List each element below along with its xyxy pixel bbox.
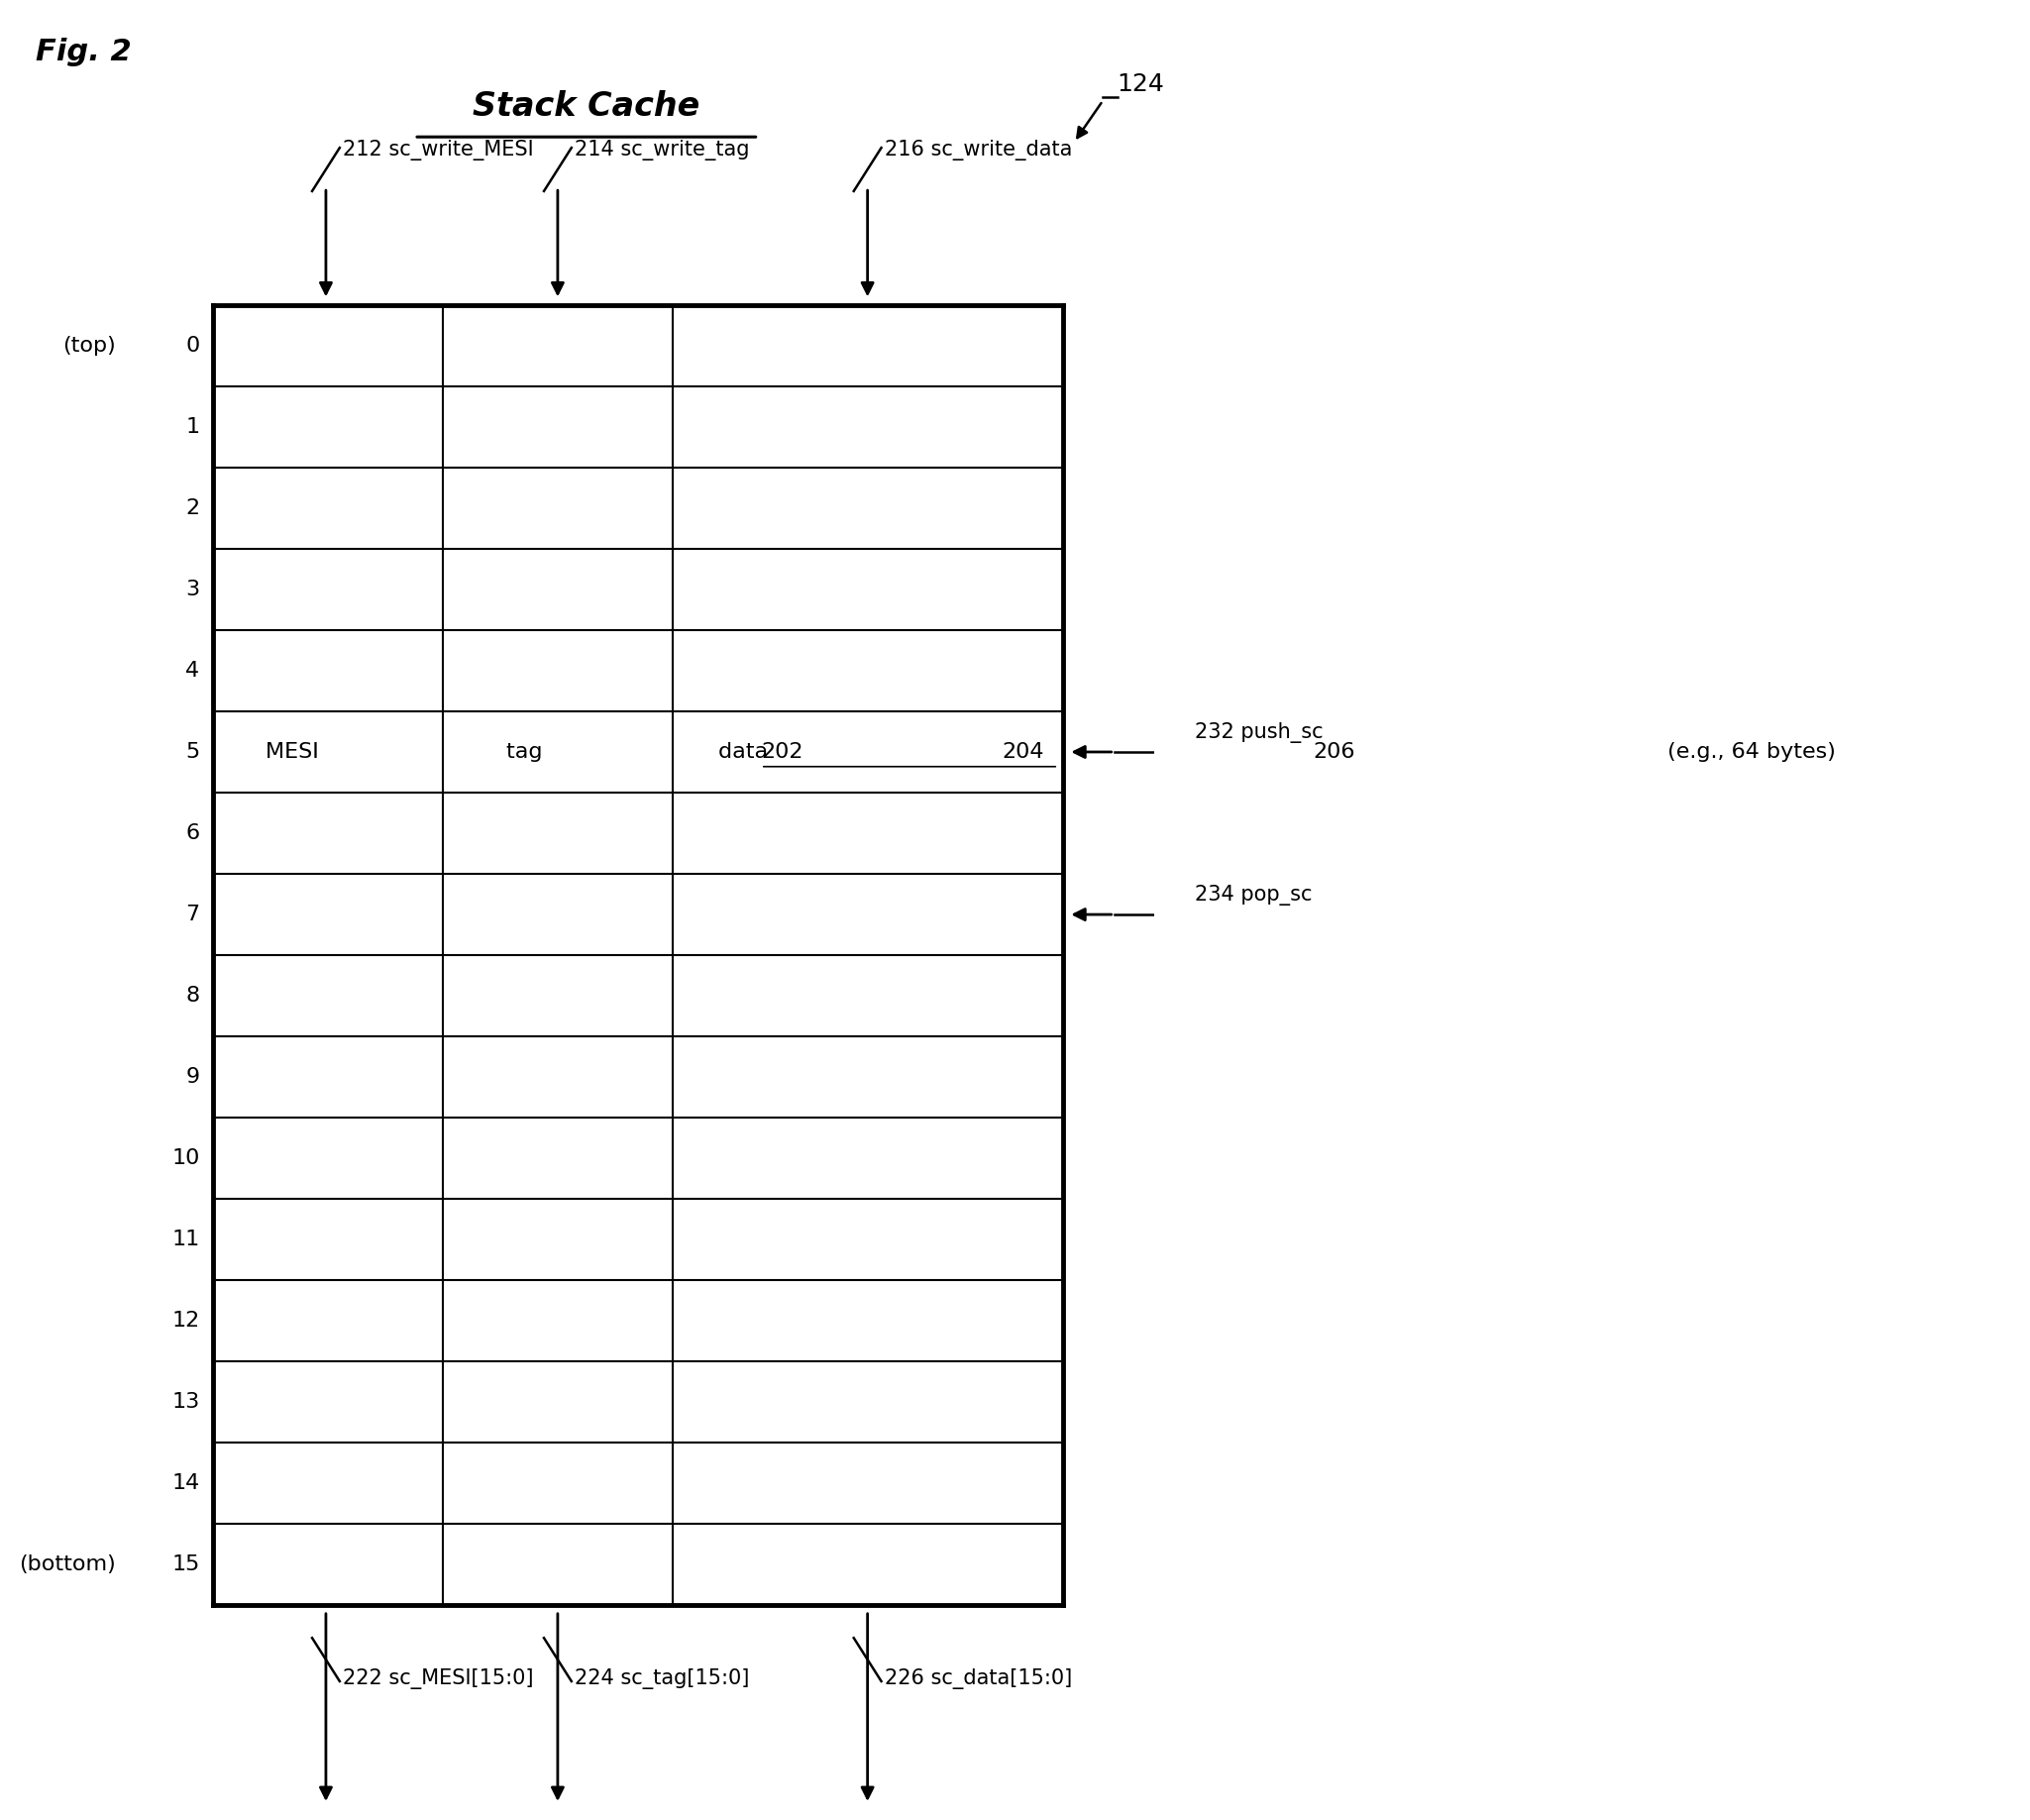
Text: 9: 9 xyxy=(185,1067,199,1087)
Text: 3: 3 xyxy=(185,579,199,599)
Text: 204: 204 xyxy=(1001,743,1043,763)
Text: (e.g., 64 bytes): (e.g., 64 bytes) xyxy=(1661,743,1835,763)
Text: 7: 7 xyxy=(185,905,199,925)
Text: 226 sc_data[15:0]: 226 sc_data[15:0] xyxy=(885,1669,1072,1689)
Text: 232 push_sc: 232 push_sc xyxy=(1194,723,1324,743)
Text: 15: 15 xyxy=(173,1554,199,1574)
Text: data: data xyxy=(719,743,782,763)
Text: 5: 5 xyxy=(185,743,199,763)
Text: 8: 8 xyxy=(185,986,199,1006)
Text: Stack Cache: Stack Cache xyxy=(473,89,700,122)
Text: 206: 206 xyxy=(1313,743,1356,763)
Text: 214 sc_write_tag: 214 sc_write_tag xyxy=(574,140,749,160)
Text: 6: 6 xyxy=(185,823,199,843)
Text: 11: 11 xyxy=(173,1230,199,1250)
Text: 1: 1 xyxy=(185,417,199,437)
Text: 124: 124 xyxy=(1116,73,1163,96)
Text: 14: 14 xyxy=(173,1474,199,1494)
Text: 202: 202 xyxy=(761,743,804,763)
Text: 216 sc_write_data: 216 sc_write_data xyxy=(885,140,1072,160)
Text: 212 sc_write_MESI: 212 sc_write_MESI xyxy=(343,140,534,160)
Text: 10: 10 xyxy=(173,1148,199,1168)
Text: (bottom): (bottom) xyxy=(18,1554,116,1574)
Text: 222 sc_MESI[15:0]: 222 sc_MESI[15:0] xyxy=(343,1669,534,1689)
Text: 2: 2 xyxy=(185,499,199,519)
Text: 13: 13 xyxy=(173,1392,199,1412)
Text: Fig. 2: Fig. 2 xyxy=(37,38,132,66)
Text: (top): (top) xyxy=(63,335,116,355)
Text: 224 sc_tag[15:0]: 224 sc_tag[15:0] xyxy=(574,1669,749,1689)
Text: 0: 0 xyxy=(185,335,199,355)
Text: tag: tag xyxy=(505,743,556,763)
Text: 12: 12 xyxy=(173,1310,199,1330)
Text: 234 pop_sc: 234 pop_sc xyxy=(1194,885,1311,906)
Text: 4: 4 xyxy=(185,661,199,681)
Text: MESI: MESI xyxy=(266,743,325,763)
